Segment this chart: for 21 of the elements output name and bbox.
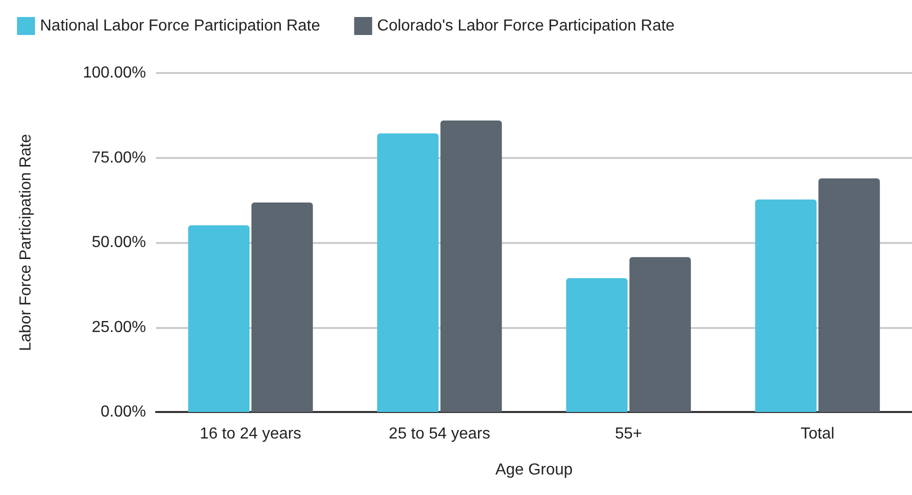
y-tick-label: 75.00% (92, 149, 146, 166)
bar (251, 202, 313, 412)
bar (755, 199, 817, 412)
legend-label: National Labor Force Participation Rate (40, 18, 320, 34)
y-tick-label: 0.00% (100, 404, 146, 420)
x-axis-title: Age Group (495, 462, 573, 478)
x-tick-label: 25 to 54 years (388, 426, 490, 442)
y-tick-label: 100.00% (82, 64, 146, 82)
y-axis-title: Labor Force Participation Rate (18, 134, 34, 351)
bar (440, 120, 502, 412)
y-tick-label: 50.00% (92, 234, 146, 251)
x-tick-label: Total (800, 426, 834, 442)
x-tick-label: 16 to 24 years (200, 426, 302, 442)
bar (629, 257, 691, 412)
bar (566, 278, 628, 412)
x-tick-label: 55+ (614, 426, 642, 442)
y-tick-label: 25.00% (92, 318, 146, 336)
legend-label: Colorado's Labor Force Participation Rate (377, 18, 675, 34)
bar (377, 133, 439, 412)
bar (818, 178, 880, 412)
bar (188, 225, 250, 412)
